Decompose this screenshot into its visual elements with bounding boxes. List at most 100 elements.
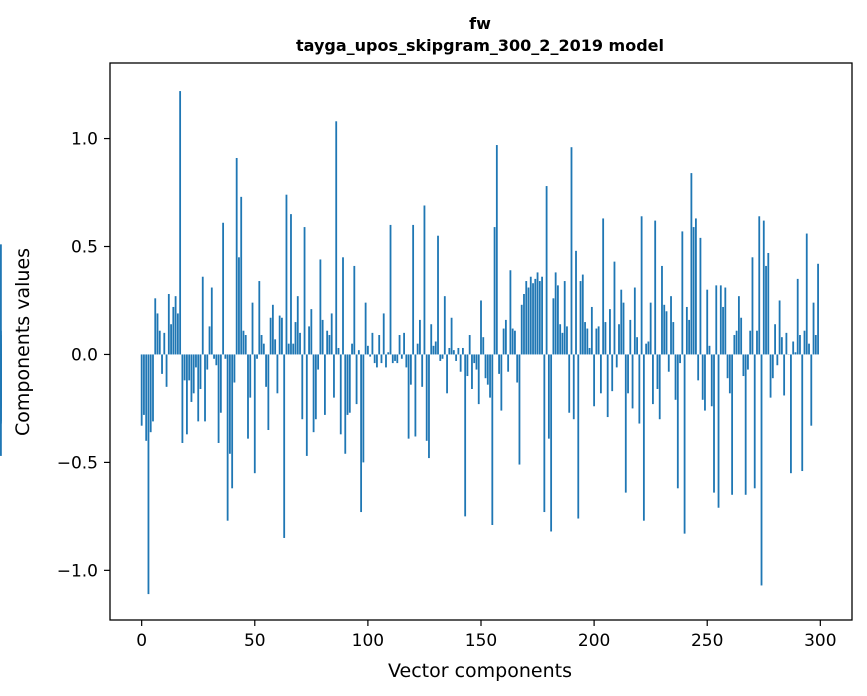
bar-249: [704, 354, 706, 411]
bar-150: [480, 300, 482, 355]
bar-107: [382, 313, 385, 355]
bar-135: [446, 354, 448, 394]
bar-69: [296, 296, 299, 355]
bar-152: [484, 354, 487, 379]
bar-46: [244, 335, 247, 355]
bar-215: [627, 354, 629, 394]
bar-84: [330, 313, 333, 355]
bar-266: [742, 354, 745, 377]
bar-58: [271, 304, 274, 355]
bar-269: [749, 330, 752, 355]
bar-203: [599, 354, 602, 394]
bar-82: [326, 330, 329, 355]
bar-254: [715, 285, 718, 355]
bar-85: [333, 354, 335, 398]
bar-207: [609, 309, 611, 355]
bar-165: [514, 330, 516, 355]
bar-103: [373, 354, 376, 364]
bar-171: [527, 287, 530, 355]
bar-163: [509, 270, 512, 355]
bar-294: [805, 233, 808, 355]
bar-61: [278, 315, 281, 355]
bar-242: [688, 319, 691, 355]
bar-66: [290, 214, 292, 355]
bar-19: [183, 354, 186, 381]
bar-125: [423, 205, 426, 355]
bar-52: [258, 281, 261, 355]
bar-279: [771, 354, 774, 379]
bar-186: [561, 332, 564, 355]
bar-143: [464, 354, 467, 517]
bar-7: [156, 313, 159, 355]
bar-267: [744, 354, 747, 495]
bar-75: [310, 309, 313, 355]
bar-167: [518, 354, 521, 465]
bar-153: [486, 354, 489, 385]
bar-260: [728, 354, 731, 394]
bar-253: [713, 354, 715, 493]
bar-181: [550, 354, 553, 532]
bar-141: [459, 354, 462, 372]
bar-172: [529, 276, 532, 355]
bar-170: [525, 281, 528, 355]
bar-290: [796, 278, 799, 355]
bar-105: [378, 335, 381, 355]
bar-106: [380, 354, 383, 364]
bar-169: [523, 294, 525, 355]
bar-228: [656, 354, 659, 389]
x-tick-label: 300: [804, 631, 836, 651]
y-tick-label: 1.0: [71, 130, 98, 150]
bar-27: [201, 276, 204, 355]
bar-164: [511, 328, 514, 355]
bar-250: [706, 289, 709, 355]
bar-197: [586, 328, 589, 355]
bar-13: [170, 324, 172, 355]
bar-73: [305, 354, 308, 456]
bar-136: [448, 347, 451, 355]
bar-148: [475, 354, 478, 370]
bar-34: [217, 354, 220, 443]
bar-208: [611, 354, 614, 392]
bar-271: [753, 354, 756, 489]
bar-30: [208, 326, 211, 355]
bar-191: [572, 354, 575, 420]
bar-225: [649, 302, 652, 355]
bar-124: [421, 354, 424, 387]
bar-199: [590, 306, 593, 355]
bar-42: [235, 157, 238, 355]
bar-77: [314, 354, 317, 420]
bar-74: [308, 326, 310, 355]
bar-43: [238, 257, 240, 355]
bar-201: [595, 328, 598, 355]
bar-285: [785, 332, 788, 355]
bar-206: [606, 354, 609, 418]
bar-57: [269, 317, 272, 355]
bar-91: [346, 354, 349, 415]
bar-5: [152, 354, 154, 422]
bar-40: [231, 354, 234, 489]
bar-175: [536, 272, 539, 355]
bar-80: [321, 319, 324, 355]
bar-275: [762, 220, 765, 355]
bar-281: [776, 354, 779, 366]
bar-217: [631, 354, 634, 409]
plot-area-frame: [109, 62, 853, 621]
bar-183: [554, 272, 557, 355]
bar-39: [228, 354, 231, 454]
bar-38: [226, 354, 229, 521]
x-tick-label: 0: [136, 631, 147, 651]
bar-230: [661, 265, 663, 355]
bar-139: [455, 354, 458, 361]
bar-127: [428, 354, 430, 459]
bar-89: [342, 257, 344, 355]
bar-160: [502, 328, 505, 355]
bar-192: [575, 250, 577, 355]
bar-0: [140, 354, 143, 426]
bar-128: [430, 324, 433, 355]
bar-28: [204, 354, 206, 422]
bar-263: [735, 330, 738, 355]
bar-276: [765, 265, 767, 355]
bar-194: [579, 281, 582, 355]
bar-71: [301, 354, 304, 420]
bar-264: [737, 296, 740, 355]
